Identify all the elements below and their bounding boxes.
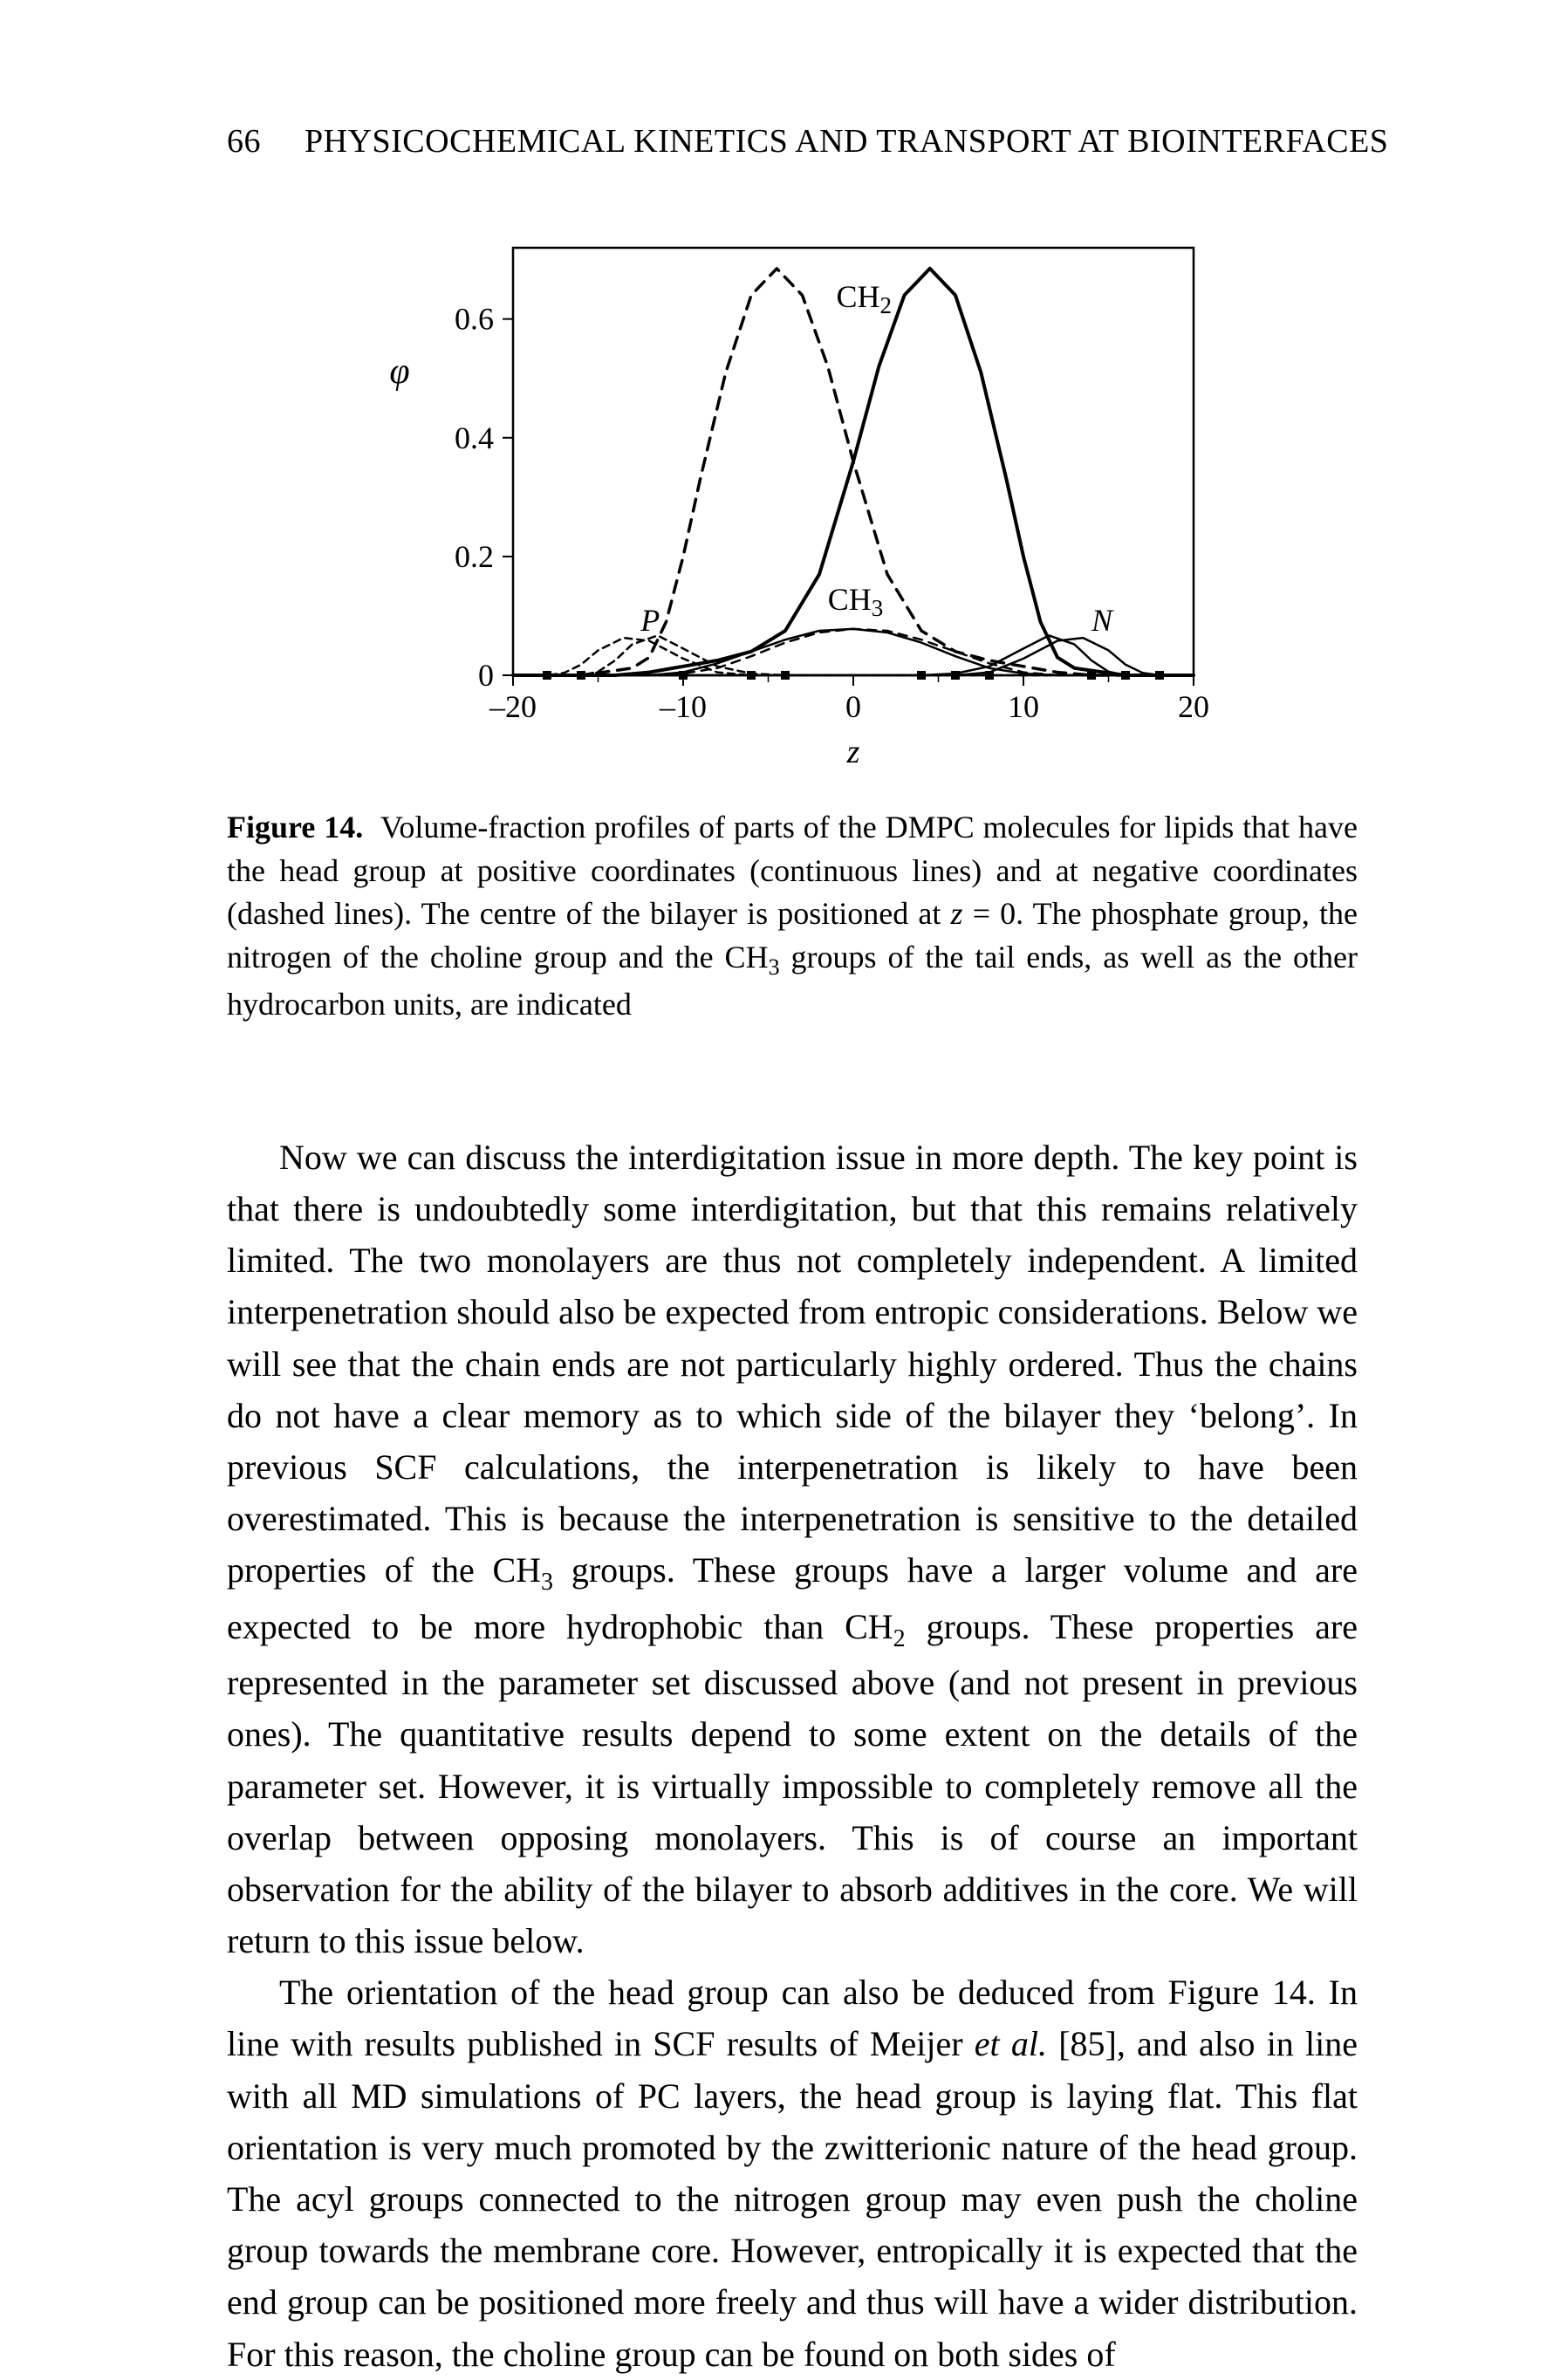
figure-14-caption: Figure 14. Volume-fraction profiles of p… [227, 806, 1358, 1027]
paragraph-1: Now we can discuss the interdigitation i… [227, 1132, 1358, 1967]
page-number: 66 [227, 122, 261, 161]
svg-text:0.6: 0.6 [455, 302, 494, 337]
svg-text:P: P [640, 603, 660, 638]
ch2-sub: 2 [893, 1625, 906, 1652]
svg-text:CH2: CH2 [837, 279, 893, 318]
caption-label: Figure 14. [227, 810, 363, 845]
figure-14-container: –20 –10 0 10 20 0 0.2 0.4 0.6 z φ CH2 CH3 P N [227, 213, 1358, 771]
figure-14-chart: –20 –10 0 10 20 0 0.2 0.4 0.6 z φ CH2 CH3 P N [356, 213, 1228, 771]
svg-text:0: 0 [845, 689, 861, 724]
svg-text:20: 20 [1178, 689, 1209, 724]
p1-seg-a: Now we can discuss the interdigitation i… [227, 1138, 1358, 1590]
svg-text:10: 10 [1008, 689, 1039, 724]
p2-seg-b: [85], and also in line with all MD simul… [227, 2024, 1358, 2373]
running-header: 66 PHYSICOCHEMICAL KINETICS AND TRANSPOR… [227, 122, 1358, 161]
caption-text: Volume-fraction profiles of parts of the… [227, 810, 1358, 1022]
svg-text:0.4: 0.4 [455, 421, 494, 455]
svg-text:0: 0 [478, 658, 494, 693]
body-text: Now we can discuss the interdigitation i… [227, 1132, 1358, 2380]
svg-text:N: N [1091, 603, 1114, 638]
svg-text:z: z [846, 734, 860, 770]
svg-text:CH3: CH3 [828, 582, 884, 621]
running-title: PHYSICOCHEMICAL KINETICS AND TRANSPORT A… [305, 123, 1388, 160]
paragraph-2: The orientation of the head group can al… [227, 1966, 1358, 2380]
svg-text:φ: φ [389, 352, 409, 392]
svg-text:–20: –20 [489, 689, 537, 724]
p2-etal: et al. [975, 2024, 1047, 2063]
svg-text:–10: –10 [659, 689, 707, 724]
p1-seg-c: groups. These properties are represented… [227, 1607, 1358, 1960]
svg-text:0.2: 0.2 [455, 539, 494, 574]
ch3-sub: 3 [541, 1569, 553, 1596]
